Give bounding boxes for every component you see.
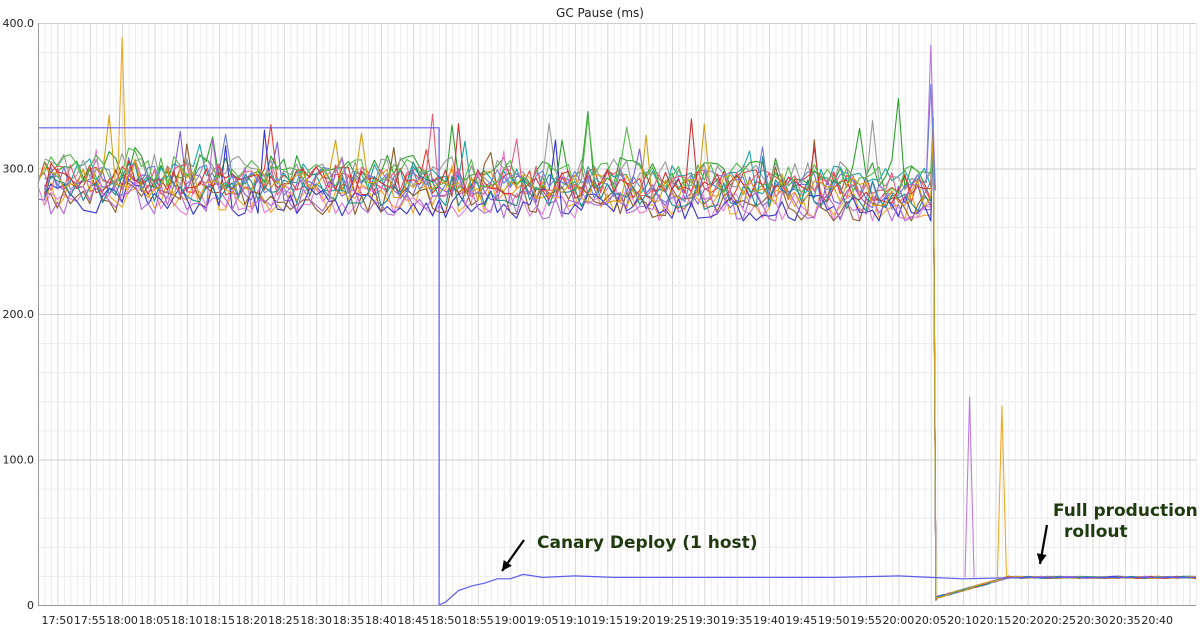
annotation-full-rollout-line1: Full production xyxy=(1053,501,1198,521)
x-tick-label: 18:00 xyxy=(106,614,138,627)
x-tick-label: 20:00 xyxy=(883,614,915,627)
x-tick-label: 18:20 xyxy=(236,614,268,627)
x-tick-label: 18:15 xyxy=(203,614,235,627)
x-tick-label: 19:10 xyxy=(559,614,591,627)
x-tick-label: 19:15 xyxy=(591,614,623,627)
grid xyxy=(38,23,1197,606)
y-tick-label: 300.0 xyxy=(3,163,35,176)
chart-title: GC Pause (ms) xyxy=(556,6,644,20)
x-tick-label: 19:05 xyxy=(527,614,559,627)
x-tick-label: 19:00 xyxy=(494,614,526,627)
x-tick-label: 17:50 xyxy=(42,614,74,627)
annotation-canary-deploy: Canary Deploy (1 host) xyxy=(537,533,758,553)
x-tick-label: 18:50 xyxy=(430,614,462,627)
x-tick-label: 19:35 xyxy=(721,614,753,627)
x-tick-label: 19:45 xyxy=(786,614,818,627)
annotations: Canary Deploy (1 host) Full production r… xyxy=(501,501,1198,572)
x-tick-label: 20:35 xyxy=(1109,614,1141,627)
x-tick-label: 19:55 xyxy=(850,614,882,627)
x-tick-label: 17:55 xyxy=(74,614,106,627)
series-line xyxy=(37,114,1197,599)
x-tick-label: 19:25 xyxy=(656,614,688,627)
x-tick-label: 18:25 xyxy=(268,614,300,627)
x-tick-label: 18:40 xyxy=(365,614,397,627)
x-tick-label: 18:55 xyxy=(462,614,494,627)
x-tick-label: 20:30 xyxy=(1077,614,1109,627)
x-tick-label: 20:20 xyxy=(1012,614,1044,627)
x-tick-label: 19:20 xyxy=(624,614,656,627)
annotation-full-rollout-line2: rollout xyxy=(1064,522,1128,542)
x-tick-label: 19:50 xyxy=(818,614,850,627)
x-tick-label: 20:15 xyxy=(980,614,1012,627)
axes: 0 100.0 200.0 300.0 400.0 17:50 17:55 18:00 18:0… xyxy=(3,17,1196,627)
spike-line xyxy=(925,84,936,191)
x-tick-label: 20:40 xyxy=(1141,614,1173,627)
spike-line xyxy=(996,405,1008,578)
y-tick-label: 400.0 xyxy=(3,17,35,30)
series-layer xyxy=(37,37,1197,606)
x-tick-label: 18:45 xyxy=(397,614,429,627)
y-tick-label: 0 xyxy=(27,599,34,612)
canary-arrow-head xyxy=(502,559,512,571)
x-tick-label: 18:35 xyxy=(333,614,365,627)
spike-line xyxy=(117,37,128,191)
x-tick-label: 19:40 xyxy=(753,614,785,627)
x-tick-label: 18:10 xyxy=(171,614,203,627)
x-tick-label: 20:10 xyxy=(947,614,979,627)
y-tick-label: 100.0 xyxy=(3,454,35,467)
x-tick-label: 20:05 xyxy=(915,614,947,627)
x-tick-label: 19:30 xyxy=(688,614,720,627)
x-tick-label: 18:05 xyxy=(139,614,171,627)
canary-series-line xyxy=(38,127,1196,606)
x-tick-label: 18:30 xyxy=(300,614,332,627)
spike-line xyxy=(964,396,975,578)
y-tick-label: 200.0 xyxy=(3,308,35,321)
spike-line xyxy=(925,44,936,191)
rollout-arrow-head xyxy=(1036,553,1047,564)
x-tick-label: 20:25 xyxy=(1044,614,1076,627)
